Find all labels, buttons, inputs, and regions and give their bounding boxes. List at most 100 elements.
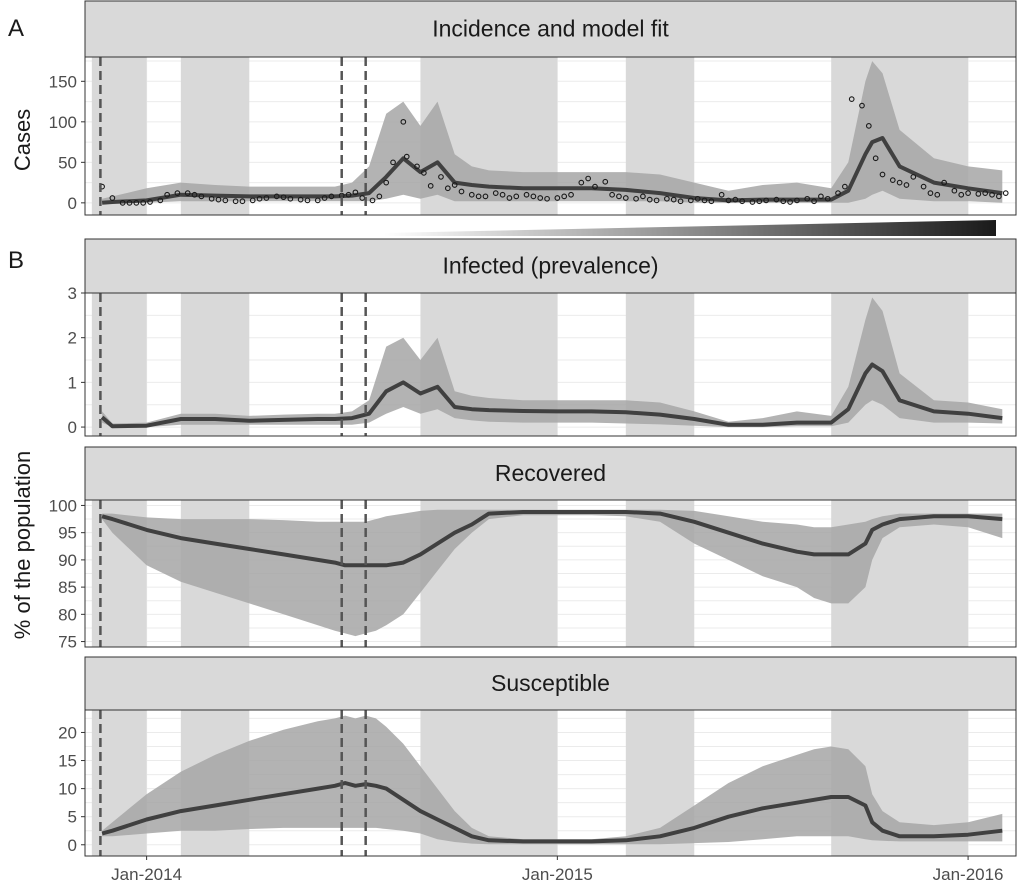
y-tick-label: 20 bbox=[58, 723, 77, 742]
observed-point bbox=[732, 196, 739, 203]
panel-2: Infected (prevalence) 0 1 2 3 bbox=[68, 238, 1017, 437]
observed-point bbox=[458, 188, 465, 195]
gradient-bar bbox=[384, 220, 996, 236]
observed-point bbox=[773, 196, 780, 203]
observed-point bbox=[249, 197, 256, 204]
observed-point bbox=[345, 191, 352, 198]
observed-point bbox=[982, 190, 989, 196]
observed-point bbox=[321, 195, 328, 201]
observed-point bbox=[369, 197, 376, 204]
observed-point bbox=[749, 199, 756, 205]
observed-point bbox=[451, 182, 458, 188]
observed-point bbox=[492, 190, 499, 196]
observed-point bbox=[561, 193, 568, 200]
observed-point bbox=[537, 195, 544, 201]
panel-border bbox=[84, 292, 1017, 437]
y-tick-label: 150 bbox=[49, 72, 77, 91]
observed-point bbox=[444, 185, 451, 192]
observed-point bbox=[794, 197, 800, 204]
observed-point bbox=[133, 199, 140, 206]
observed-point bbox=[622, 195, 629, 201]
observed-point bbox=[602, 178, 609, 185]
credible-interval-band bbox=[102, 715, 1003, 845]
observed-point bbox=[568, 191, 574, 198]
observed-point bbox=[198, 193, 205, 200]
observed-point bbox=[718, 191, 725, 198]
observed-point bbox=[975, 191, 982, 197]
observed-point bbox=[879, 171, 886, 178]
observed-point bbox=[725, 197, 732, 204]
observed-point bbox=[263, 195, 270, 201]
y-tick-label: 95 bbox=[58, 524, 77, 543]
y-tick-label: 85 bbox=[58, 578, 77, 597]
model-line bbox=[101, 781, 1003, 844]
strip-background bbox=[84, 446, 1017, 501]
y-tick-label: 15 bbox=[58, 752, 77, 771]
observed-point bbox=[513, 193, 520, 200]
observed-point bbox=[664, 195, 670, 202]
observed-point bbox=[965, 190, 971, 196]
panel-3: Recovered 75 80 85 90 95 100 bbox=[49, 446, 1017, 652]
panel-border bbox=[84, 56, 1017, 216]
y-tick-label: 10 bbox=[58, 780, 77, 799]
panel-title: Incidence and model fit bbox=[432, 16, 669, 42]
observed-point bbox=[739, 198, 746, 205]
y-tick-label: 90 bbox=[58, 551, 77, 570]
observed-point bbox=[818, 193, 824, 200]
observed-point bbox=[609, 191, 615, 198]
observed-point bbox=[787, 199, 793, 205]
panel-title: Infected (prevalence) bbox=[442, 253, 658, 279]
observed-point bbox=[352, 189, 359, 196]
panel-1: Incidence and model fit 0 50 100 150 bbox=[49, 0, 1017, 216]
observed-point bbox=[280, 194, 287, 201]
y-tick-label: 5 bbox=[68, 808, 77, 827]
observed-point bbox=[578, 179, 585, 186]
observed-point bbox=[694, 195, 701, 202]
observed-point bbox=[215, 196, 222, 203]
observed-point bbox=[383, 179, 390, 186]
observed-point bbox=[390, 159, 396, 166]
model-line bbox=[101, 510, 1003, 568]
observed-point bbox=[958, 191, 965, 198]
observed-point bbox=[184, 190, 191, 196]
observed-point bbox=[157, 197, 164, 204]
observed-point bbox=[835, 190, 841, 196]
strip-background bbox=[84, 0, 1017, 58]
observed-point bbox=[804, 195, 811, 202]
observed-point bbox=[421, 170, 427, 176]
observed-point bbox=[544, 195, 550, 202]
x-tick-label: Jan-2014 bbox=[111, 865, 182, 884]
panel-border bbox=[84, 499, 1017, 648]
observed-point bbox=[811, 198, 817, 205]
observed-point bbox=[585, 175, 592, 182]
observed-point bbox=[427, 182, 434, 189]
y-tick-label: 0 bbox=[68, 194, 77, 213]
strip-background bbox=[84, 656, 1017, 711]
observed-point bbox=[482, 193, 489, 200]
observed-point bbox=[616, 193, 622, 200]
observed-point bbox=[859, 102, 865, 109]
observed-point bbox=[646, 196, 653, 203]
observed-point bbox=[951, 187, 958, 194]
credible-interval-band bbox=[102, 297, 1003, 428]
observed-point bbox=[592, 183, 598, 190]
observed-point bbox=[147, 199, 153, 205]
panel-letter-b: B bbox=[8, 247, 24, 274]
observed-point bbox=[126, 199, 133, 206]
observed-point bbox=[297, 196, 304, 203]
observed-point bbox=[633, 195, 639, 202]
observed-point bbox=[763, 197, 769, 204]
observed-point bbox=[756, 198, 763, 205]
observed-point bbox=[941, 179, 947, 186]
observed-point bbox=[475, 193, 482, 200]
observed-point bbox=[934, 191, 941, 198]
observed-point bbox=[273, 193, 280, 200]
x-tick-label: Jan-2015 bbox=[522, 865, 593, 884]
observed-point bbox=[119, 199, 126, 206]
observed-point bbox=[920, 183, 927, 190]
observed-point bbox=[677, 198, 684, 205]
panel-4: Susceptible 0 5 10 15 20 bbox=[58, 656, 1017, 857]
observed-point bbox=[653, 197, 660, 204]
y-tick-label: 2 bbox=[68, 329, 77, 348]
